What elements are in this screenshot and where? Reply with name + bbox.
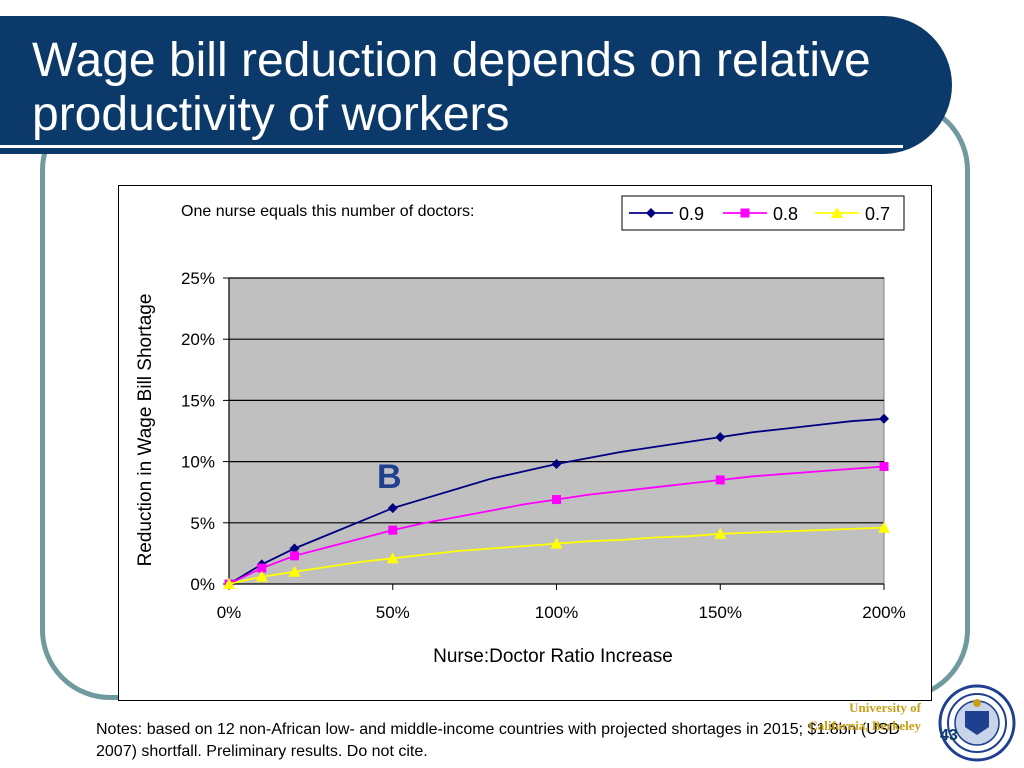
data-point xyxy=(550,537,563,549)
data-point xyxy=(289,543,300,554)
x-tick-label: 100% xyxy=(535,603,578,622)
university-seal-icon xyxy=(938,684,1016,762)
data-point xyxy=(715,432,726,443)
data-point xyxy=(290,551,299,561)
university-name: University of California, Berkeley xyxy=(775,699,921,735)
series-layer xyxy=(223,413,890,589)
y-tick-label: 5% xyxy=(190,514,215,533)
data-point xyxy=(552,495,561,505)
title-underline xyxy=(0,145,903,148)
y-tick-label: 25% xyxy=(181,269,215,288)
university-line-1: University of xyxy=(849,700,921,715)
y-tick-label: 20% xyxy=(181,330,215,349)
line-chart: 0% 5% 10% 15% 20% 25% 0% 50% 100% 150% 200% One nu… xyxy=(135,195,906,667)
data-point xyxy=(714,527,727,539)
legend-marker xyxy=(831,207,843,218)
page-number: 43 xyxy=(940,727,958,744)
x-axis-label: Nurse:Doctor Ratio Increase xyxy=(433,646,673,667)
x-tick-label: 150% xyxy=(699,603,742,622)
plot-area xyxy=(228,277,885,585)
university-line-2: California, Berkeley xyxy=(808,718,921,733)
x-tick-label: 50% xyxy=(376,603,410,622)
series-0.7 xyxy=(223,521,890,589)
y-tick-label: 15% xyxy=(181,391,215,410)
legend: 0.9 0.8 0.7 xyxy=(621,195,905,231)
footnote: Notes: based on 12 non-African low- and … xyxy=(96,721,900,760)
y-tick-label: 10% xyxy=(181,453,215,472)
data-point xyxy=(388,525,398,535)
data-point xyxy=(257,563,267,573)
x-tick-label: 200% xyxy=(862,603,905,622)
data-point xyxy=(288,565,301,577)
legend-label: 0.7 xyxy=(865,204,890,224)
legend-label: 0.8 xyxy=(773,204,798,224)
data-point xyxy=(255,570,268,582)
data-point xyxy=(879,413,889,424)
data-point xyxy=(387,503,398,514)
data-point xyxy=(223,578,235,589)
legend-label: 0.9 xyxy=(679,204,704,224)
x-tick-label: 0% xyxy=(217,603,242,622)
y-axis-label: Reduction in Wage Bill Shortage xyxy=(135,294,156,567)
data-point xyxy=(551,459,562,470)
annotation-b: B xyxy=(377,458,402,496)
legend-marker xyxy=(646,208,656,218)
y-tick-label: 0% xyxy=(190,575,215,594)
chart-title: One nurse equals this number of doctors: xyxy=(181,203,475,220)
data-point xyxy=(386,552,399,564)
slide-title: Wage bill reduction depends on relative … xyxy=(32,34,871,141)
chart-container: 0% 5% 10% 15% 20% 25% 0% 50% 100% 150% 200% One nu… xyxy=(118,185,932,701)
legend-marker xyxy=(740,208,750,218)
axes: 0% 5% 10% 15% 20% 25% 0% 50% 100% 150% 200% xyxy=(181,269,906,622)
data-point xyxy=(878,521,890,533)
data-point xyxy=(879,461,889,471)
data-point xyxy=(715,475,725,485)
title-band: Wage bill reduction depends on relative … xyxy=(0,16,952,154)
